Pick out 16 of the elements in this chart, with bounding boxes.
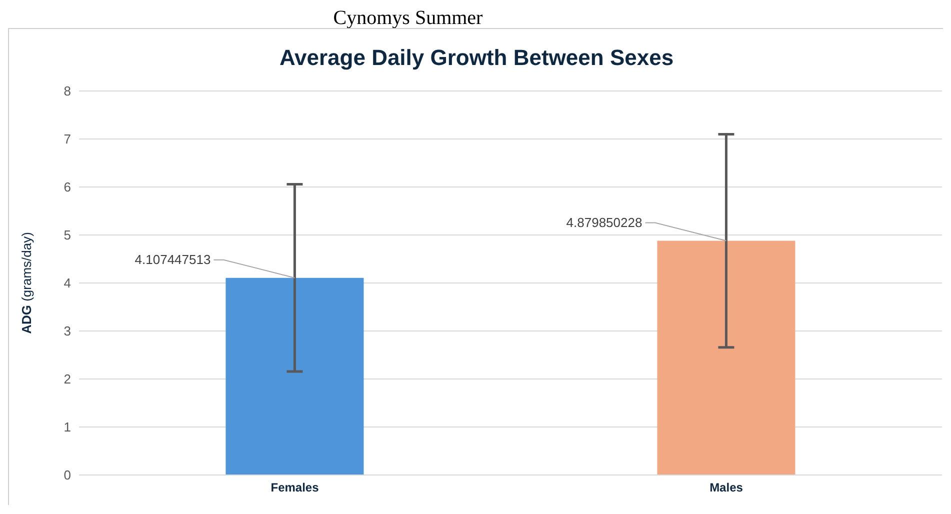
y-tick-label: 5 xyxy=(64,228,71,243)
y-tick-label: 6 xyxy=(64,180,71,195)
y-tick-label: 4 xyxy=(64,276,71,291)
x-tick-label: Males xyxy=(710,480,744,495)
data-label: 4.107447513 xyxy=(134,252,211,267)
y-axis-title: ADG (grams/day) xyxy=(19,232,34,334)
y-tick-label: 0 xyxy=(64,468,71,483)
data-label: 4.879850228 xyxy=(566,214,642,230)
chart-subtitle: Cynomys Summer xyxy=(332,7,484,29)
y-tick-label: 7 xyxy=(64,132,71,147)
x-tick-label: Females xyxy=(270,480,320,495)
y-tick-label: 3 xyxy=(64,324,71,339)
y-tick-label: 2 xyxy=(64,372,71,387)
y-tick-label: 8 xyxy=(64,84,71,99)
y-tick-label: 1 xyxy=(64,420,71,435)
chart-title: Average Daily Growth Between Sexes xyxy=(278,44,675,72)
